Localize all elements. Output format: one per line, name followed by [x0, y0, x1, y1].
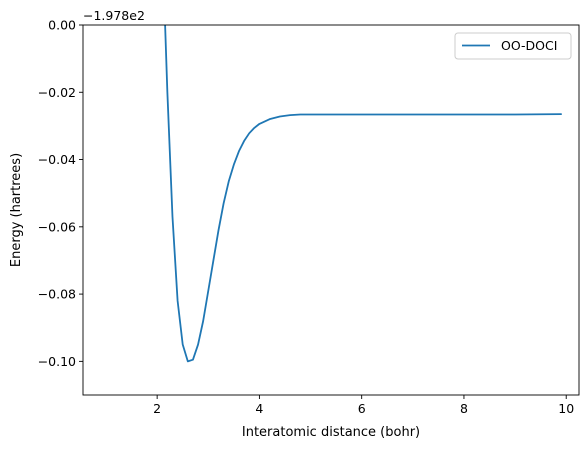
- x-tick-label: 2: [153, 401, 161, 416]
- y-offset-label: −1.978e2: [83, 8, 145, 23]
- y-axis-ticks: 0.00 −0.02 −0.04 −0.06 −0.08 −0.10: [38, 18, 83, 369]
- x-tick-label: 10: [558, 401, 574, 416]
- series-layer: [164, 25, 562, 363]
- x-axis-label: Interatomic distance (bohr): [242, 425, 420, 440]
- x-axis-ticks: 2 4 6 8 10: [153, 395, 574, 416]
- legend-box: [454, 32, 572, 60]
- legend: OO-DOCI: [454, 32, 572, 60]
- x-tick-label: 6: [358, 401, 366, 416]
- x-tick-label: 8: [460, 401, 468, 416]
- y-tick-label: −0.10: [38, 354, 76, 369]
- y-tick-label: −0.02: [38, 85, 76, 100]
- x-tick-label: 4: [255, 401, 263, 416]
- y-tick-label: 0.00: [48, 18, 76, 33]
- legend-label-oo-doci: OO-DOCI: [501, 38, 557, 53]
- plot-frame: [82, 24, 580, 396]
- y-axis-label: Energy (hartrees): [9, 153, 24, 267]
- y-tick-label: −0.06: [38, 219, 76, 234]
- y-tick-label: −0.08: [38, 287, 76, 302]
- y-tick-label: −0.04: [38, 152, 76, 167]
- series-line-0: [164, 25, 562, 363]
